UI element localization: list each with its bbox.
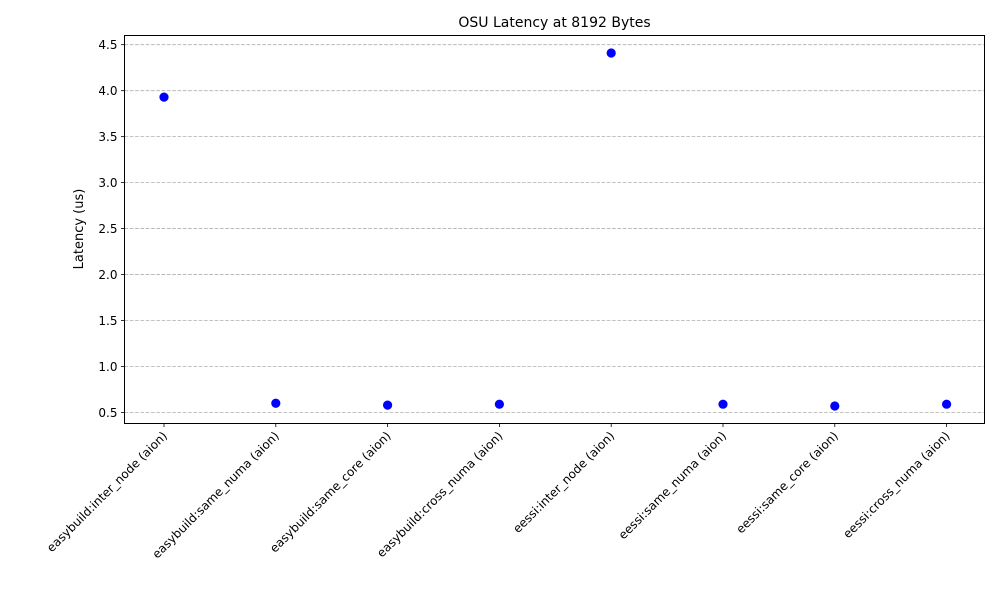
x-tick-label: eessi:cross_numa (aion)	[840, 429, 952, 541]
x-tick-label: eessi:same_numa (aion)	[616, 429, 729, 542]
grid-lines	[124, 44, 985, 413]
y-tick-label: 3.5	[98, 130, 117, 144]
x-tick-label: eessi:inter_node (aion)	[510, 429, 617, 536]
y-tick-label: 3.0	[98, 176, 117, 190]
y-tick-label: 0.5	[98, 406, 117, 420]
data-point	[718, 399, 728, 409]
data-point	[494, 399, 504, 409]
y-tick-label: 2.0	[98, 268, 117, 282]
plot-frame	[124, 35, 985, 424]
x-tick-label: easybuild:same_core (aion)	[267, 429, 394, 556]
data-points	[159, 48, 952, 411]
x-axis-ticks: easybuild:inter_node (aion)easybuild:sam…	[44, 423, 953, 562]
x-tick-label: easybuild:same_numa (aion)	[149, 429, 282, 562]
x-tick-label: easybuild:cross_numa (aion)	[374, 429, 505, 560]
x-tick-label: easybuild:inter_node (aion)	[44, 429, 170, 555]
y-tick-label: 4.0	[98, 84, 117, 98]
data-point	[383, 400, 393, 410]
chart-title: OSU Latency at 8192 Bytes	[458, 15, 650, 31]
y-tick-label: 1.0	[98, 360, 117, 374]
x-tick-label: eessi:same_core (aion)	[733, 429, 841, 537]
y-tick-label: 2.5	[98, 222, 117, 236]
y-tick-label: 4.5	[98, 38, 117, 52]
y-tick-label: 1.5	[98, 314, 117, 328]
data-point	[271, 398, 281, 408]
data-point	[942, 399, 952, 409]
y-axis-label: Latency (us)	[72, 189, 87, 270]
data-point	[159, 92, 169, 102]
data-point	[606, 48, 616, 58]
data-point	[830, 401, 840, 411]
y-axis-ticks: 0.5 1.0 1.5 2.0 2.5 3.0 3.5 4.0 4.5	[98, 38, 125, 420]
